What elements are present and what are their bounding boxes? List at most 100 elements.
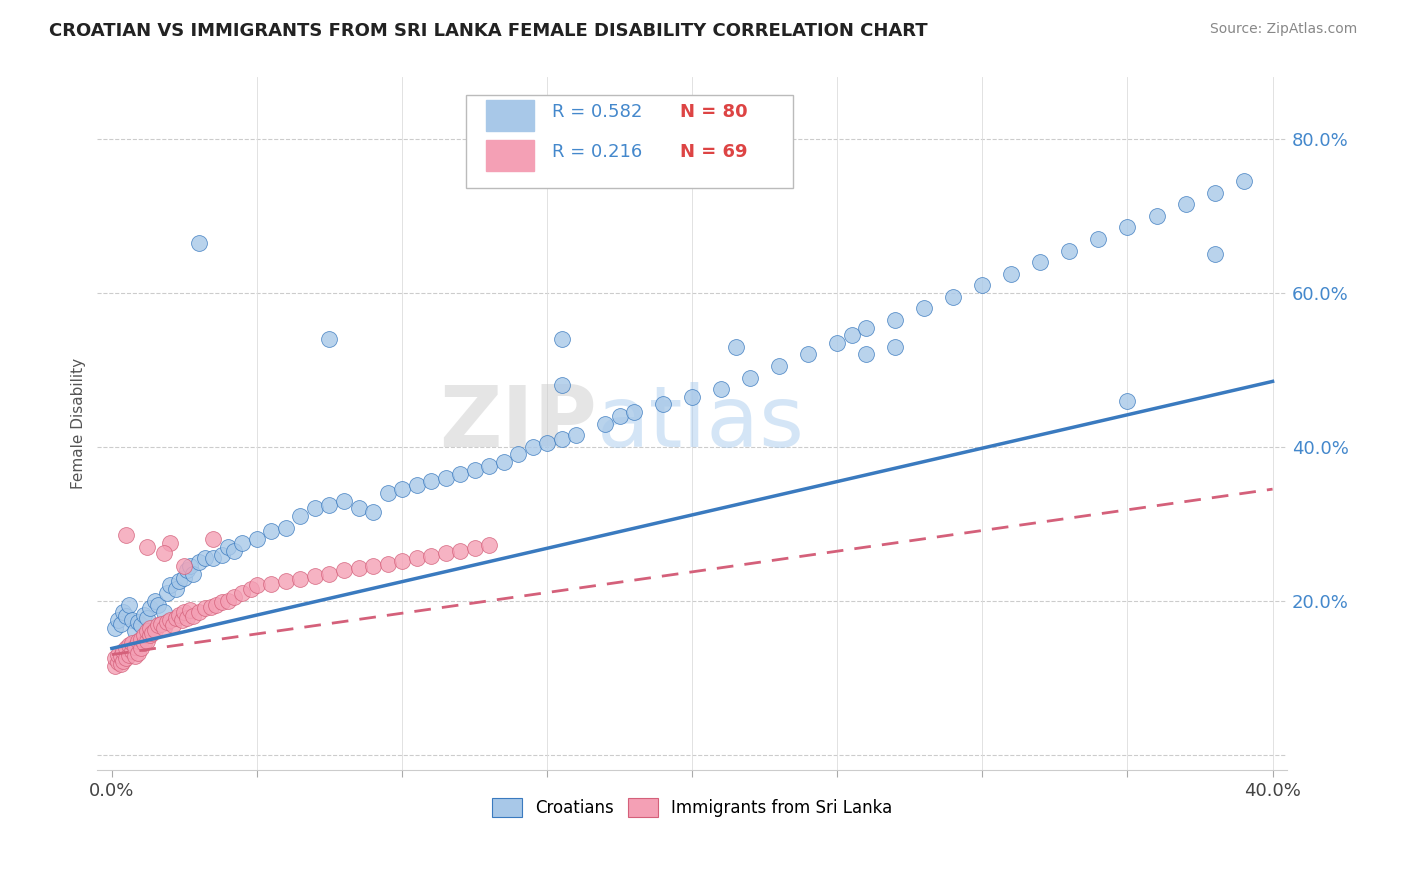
Point <box>127 633 149 648</box>
Point <box>391 482 413 496</box>
Point <box>127 615 149 630</box>
Point <box>173 559 195 574</box>
Point <box>124 649 146 664</box>
Point <box>187 235 209 250</box>
Bar <box>486 140 534 171</box>
Point <box>173 571 195 585</box>
Point <box>1059 244 1081 258</box>
Point <box>246 578 269 592</box>
Point <box>104 621 127 635</box>
Point <box>115 641 138 656</box>
Point <box>333 563 356 577</box>
Point <box>165 582 187 596</box>
Point <box>104 659 127 673</box>
Point <box>138 621 160 635</box>
Point <box>141 626 163 640</box>
Point <box>855 347 877 361</box>
Point <box>118 648 141 662</box>
Point <box>1232 174 1254 188</box>
Point <box>260 576 283 591</box>
Point <box>202 551 225 566</box>
Point <box>135 633 157 648</box>
Point <box>318 332 340 346</box>
Point <box>181 566 204 581</box>
Point <box>129 632 152 647</box>
Point <box>222 543 245 558</box>
Point <box>159 536 181 550</box>
Text: N = 80: N = 80 <box>681 103 748 121</box>
Point <box>1116 220 1139 235</box>
Point <box>405 478 427 492</box>
Point <box>506 448 529 462</box>
Point <box>217 593 239 607</box>
Point <box>1087 232 1109 246</box>
Point <box>290 509 312 524</box>
Point <box>129 641 152 656</box>
Point <box>118 638 141 652</box>
Point <box>1000 267 1022 281</box>
Point <box>159 578 181 592</box>
Point <box>148 598 170 612</box>
Point <box>179 603 201 617</box>
Point <box>855 320 877 334</box>
Point <box>194 601 217 615</box>
Point <box>153 605 176 619</box>
Point <box>1204 186 1226 200</box>
Point <box>153 546 176 560</box>
Point <box>347 501 370 516</box>
Point <box>464 541 486 556</box>
Point <box>104 651 127 665</box>
Point <box>492 455 515 469</box>
Point <box>121 644 143 658</box>
Point <box>110 649 132 664</box>
Point <box>222 590 245 604</box>
Point <box>115 609 138 624</box>
Point <box>176 563 198 577</box>
Point <box>347 561 370 575</box>
Point <box>135 540 157 554</box>
Point <box>138 601 160 615</box>
Point <box>420 549 443 563</box>
Point <box>274 520 297 534</box>
Point <box>231 586 253 600</box>
Point <box>318 498 340 512</box>
Point <box>377 486 399 500</box>
Point <box>304 569 326 583</box>
Point <box>449 467 471 481</box>
Point <box>740 370 762 384</box>
Text: Source: ZipAtlas.com: Source: ZipAtlas.com <box>1209 22 1357 37</box>
Point <box>167 607 190 622</box>
Point <box>194 551 217 566</box>
Point <box>797 347 820 361</box>
Point <box>464 463 486 477</box>
Point <box>884 313 907 327</box>
Text: R = 0.582: R = 0.582 <box>551 103 643 121</box>
Text: ZIP: ZIP <box>439 382 598 466</box>
Point <box>211 548 233 562</box>
Y-axis label: Female Disability: Female Disability <box>72 359 86 490</box>
Point <box>246 532 269 546</box>
Point <box>361 559 384 574</box>
Point <box>318 566 340 581</box>
Bar <box>486 100 534 131</box>
Point <box>170 613 193 627</box>
Point <box>112 644 135 658</box>
Point <box>165 610 187 624</box>
Point <box>1204 247 1226 261</box>
Point <box>536 436 558 450</box>
Point <box>1146 209 1168 223</box>
Point <box>181 609 204 624</box>
Point <box>522 440 544 454</box>
Point <box>405 551 427 566</box>
Point <box>153 621 176 635</box>
Point <box>150 616 173 631</box>
Point <box>884 340 907 354</box>
Point <box>912 301 935 316</box>
Point <box>205 598 228 612</box>
Point <box>107 613 129 627</box>
Point <box>162 618 184 632</box>
Point <box>1029 255 1052 269</box>
Point <box>550 378 572 392</box>
Point <box>231 536 253 550</box>
Point <box>274 574 297 589</box>
